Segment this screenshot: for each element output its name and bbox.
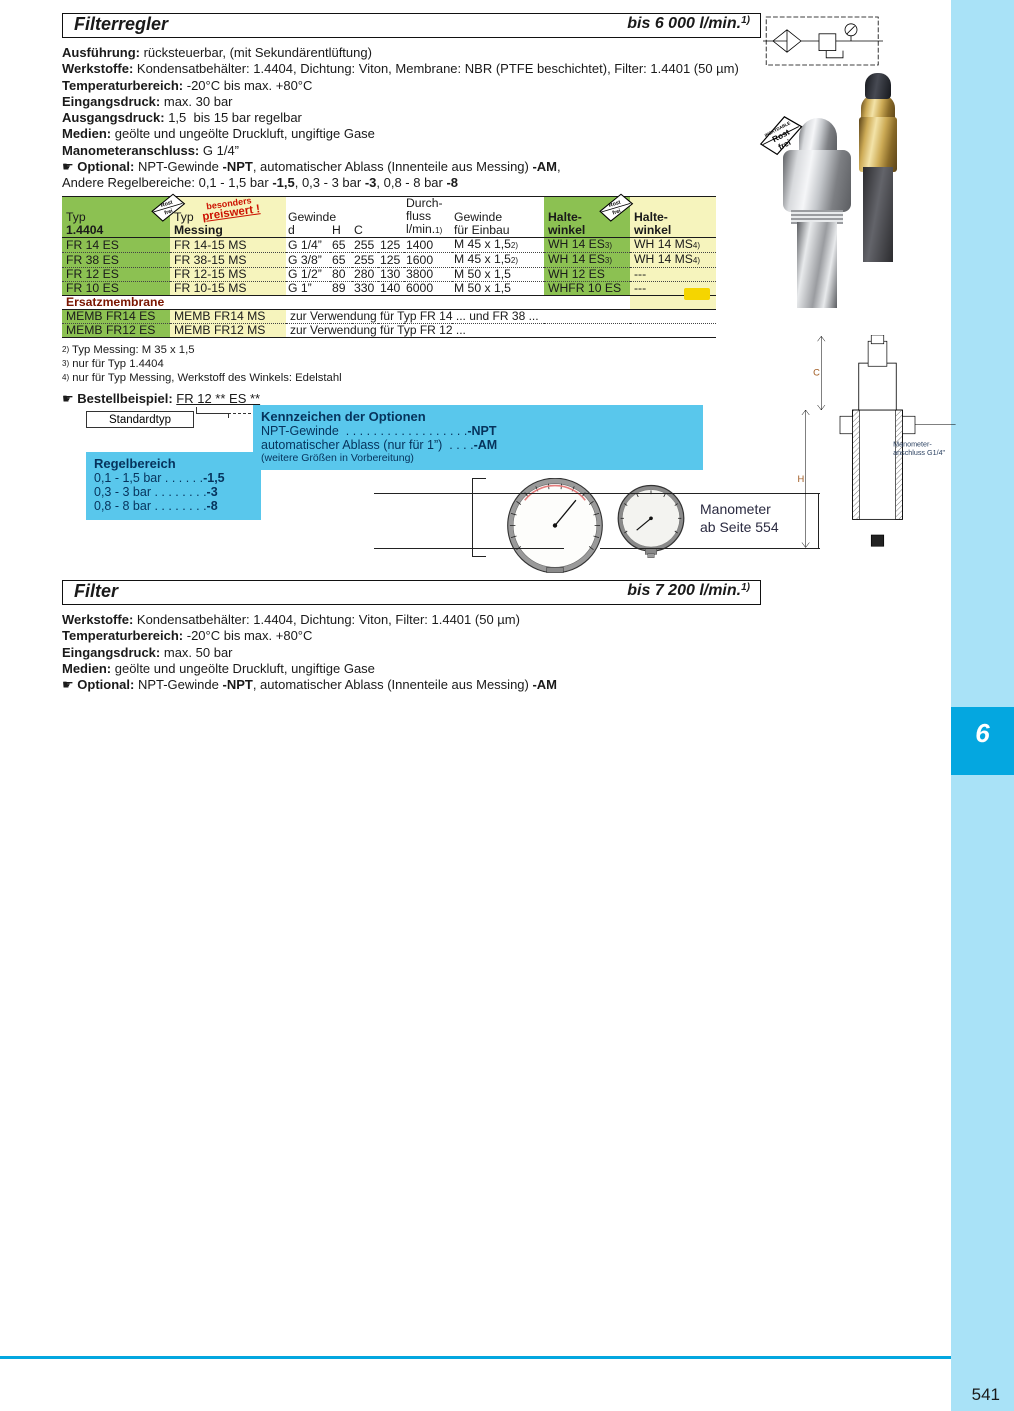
svg-text:Manometer-: Manometer- [893, 440, 932, 448]
svg-text:anschluss G1/4": anschluss G1/4" [893, 449, 945, 457]
svg-text:H: H [798, 474, 805, 484]
svg-text:C: C [813, 368, 820, 378]
